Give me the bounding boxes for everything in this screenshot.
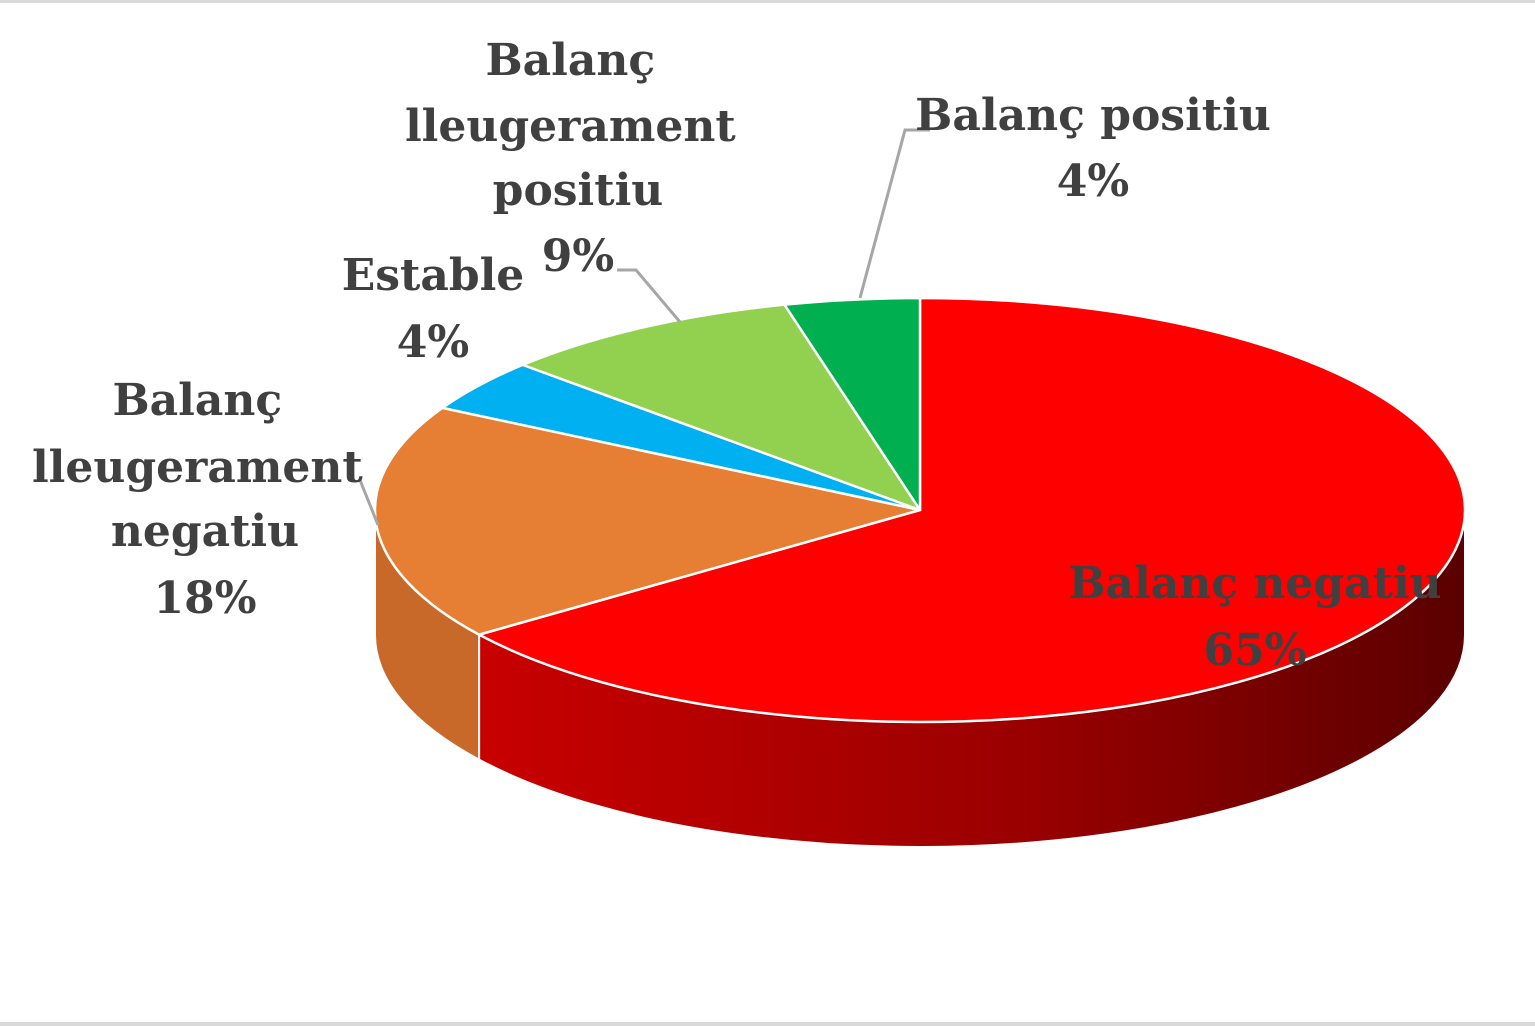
pie-slice-balanc-negatiu <box>477 296 1467 724</box>
label-balanc-negatiu-value: 65% <box>1203 625 1306 676</box>
label-balanc-positiu-value: 4% <box>1057 156 1129 207</box>
label-estable-name: Estable <box>342 250 525 301</box>
label-lleugerament-negatiu-name: Balanç lleugerament negatiu <box>32 375 378 557</box>
label-estable-value: 4% <box>397 317 469 368</box>
leader-line-lleugerament-negatiu <box>358 479 380 526</box>
label-lleugerament-positiu-value: 9% <box>542 231 614 282</box>
pie-slice-balanc-positiu <box>783 296 922 512</box>
chart-frame-top <box>0 0 1535 3</box>
leader-line-lleugerament-positiu <box>617 268 682 323</box>
label-balanc-positiu-name: Balanç positiu <box>915 90 1271 141</box>
pie-slice-balanc-lleugerament-positiu <box>521 303 922 512</box>
label-balanc-negatiu-name: Balanç negatiu <box>1068 558 1441 609</box>
label-lleugerament-positiu-name: Balanç lleugerament positiu <box>405 35 751 216</box>
label-lleugerament-negatiu-value: 18% <box>153 573 256 624</box>
chart-frame-bottom <box>0 1022 1535 1026</box>
leader-line-positiu <box>858 128 930 299</box>
pie-slices <box>373 296 1467 724</box>
